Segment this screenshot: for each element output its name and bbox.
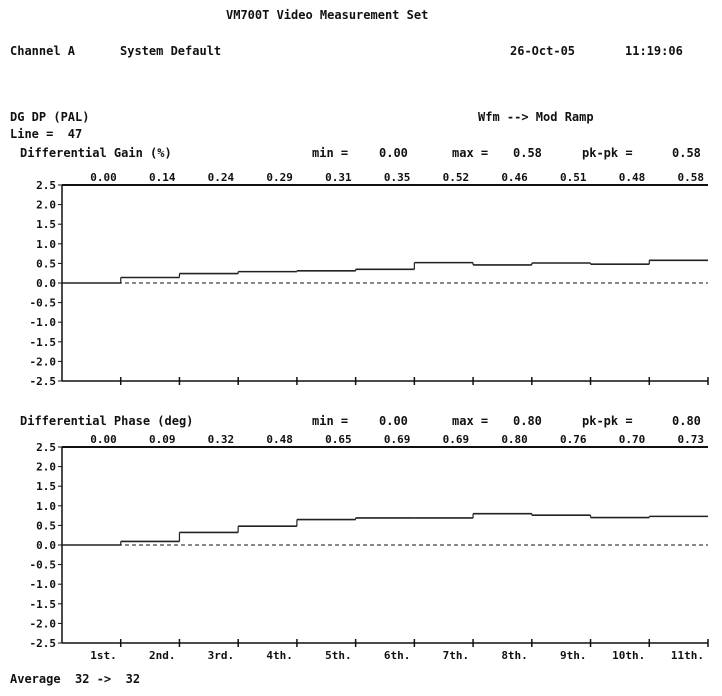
dp-value-label: 0.69 — [443, 433, 470, 446]
dg-title: Differential Gain (%) — [20, 146, 172, 160]
dp-ytick-label: 2.0 — [36, 461, 56, 474]
average-label: Average 32 -> 32 — [10, 672, 141, 686]
dg-ytick-label: 2.5 — [36, 179, 56, 192]
dp-ytick-label: 1.5 — [36, 480, 56, 493]
dp-category-label: 10th. — [612, 649, 645, 662]
dg-ytick-label: -2.0 — [30, 355, 57, 368]
dp-category-label: 2nd. — [149, 649, 176, 662]
time-label: 11:19:06 — [625, 44, 683, 58]
dg-pkpk-label: pk-pk = — [582, 146, 633, 160]
dg-value-label: 0.14 — [149, 171, 176, 184]
date-label: 26-Oct-05 — [510, 44, 576, 58]
dg-max-label: max = — [452, 146, 489, 160]
dp-category-label: 5th. — [325, 649, 352, 662]
dg-value-label: 0.24 — [208, 171, 235, 184]
dg-value-label: 0.51 — [560, 171, 587, 184]
dg-value-label: 0.29 — [266, 171, 293, 184]
dp-min-label: min = — [312, 414, 349, 428]
line-number: Line = 47 — [10, 127, 83, 141]
dp-ytick-label: -1.0 — [30, 578, 57, 591]
dg-value-label: 0.46 — [501, 171, 528, 184]
dp-ytick-label: -1.5 — [30, 598, 57, 611]
dg-pkpk-value: 0.58 — [672, 146, 701, 160]
dg-ytick-label: 2.0 — [36, 199, 56, 212]
waveform-label: Wfm --> Mod Ramp — [478, 110, 594, 124]
dp-ytick-label: -2.5 — [30, 637, 57, 650]
dg-value-label: 0.52 — [443, 171, 470, 184]
dg-value-label: 0.31 — [325, 171, 352, 184]
dp-value-label: 0.00 — [90, 433, 117, 446]
dp-value-label: 0.65 — [325, 433, 352, 446]
dg-ytick-label: -1.5 — [30, 336, 57, 349]
dp-max-value: 0.80 — [513, 414, 542, 428]
dp-title: Differential Phase (deg) — [20, 414, 194, 428]
dp-category-label: 8th. — [501, 649, 528, 662]
dp-value-label: 0.70 — [619, 433, 646, 446]
dg-ytick-label: -0.5 — [30, 297, 57, 310]
channel-label: Channel A — [10, 44, 76, 58]
dg-max-value: 0.58 — [513, 146, 542, 160]
dp-value-label: 0.48 — [266, 433, 293, 446]
dg-ytick-label: 1.0 — [36, 238, 56, 251]
dg-value-label: 0.00 — [90, 171, 117, 184]
dp-ytick-label: 2.5 — [36, 441, 56, 454]
dg-ytick-label: 0.0 — [36, 277, 56, 290]
dp-ytick-label: 0.0 — [36, 539, 56, 552]
dg-ytick-label: -1.0 — [30, 316, 57, 329]
dg-value-label: 0.48 — [619, 171, 646, 184]
dp-value-label: 0.73 — [678, 433, 705, 446]
dg-ytick-label: 0.5 — [36, 257, 56, 270]
dp-value-label: 0.09 — [149, 433, 176, 446]
dp-category-label: 11th. — [671, 649, 704, 662]
dp-value-label: 0.69 — [384, 433, 411, 446]
dg-value-label: 0.58 — [678, 171, 705, 184]
setup-label: System Default — [120, 44, 222, 58]
dp-ytick-label: 0.5 — [36, 519, 56, 532]
dp-pkpk-value: 0.80 — [672, 414, 701, 428]
dp-category-label: 9th. — [560, 649, 587, 662]
dp-pkpk-label: pk-pk = — [582, 414, 633, 428]
dp-category-label: 6th. — [384, 649, 411, 662]
dg-min-label: min = — [312, 146, 349, 160]
instrument-title: VM700T Video Measurement Set — [226, 8, 429, 22]
dp-min-value: 0.00 — [379, 414, 408, 428]
dg-ytick-label: 1.5 — [36, 218, 56, 231]
dp-ytick-label: -2.0 — [30, 617, 57, 630]
dg-min-value: 0.00 — [379, 146, 408, 160]
dp-category-label: 1st. — [90, 649, 117, 662]
dg-ytick-label: -2.5 — [30, 375, 57, 388]
measurement-name: DG DP (PAL) — [10, 110, 90, 124]
dp-value-label: 0.76 — [560, 433, 587, 446]
dp-max-label: max = — [452, 414, 489, 428]
dp-value-label: 0.80 — [501, 433, 528, 446]
dp-value-label: 0.32 — [208, 433, 235, 446]
dg-value-label: 0.35 — [384, 171, 411, 184]
dp-category-label: 7th. — [443, 649, 470, 662]
dp-category-label: 4th. — [266, 649, 293, 662]
dp-ytick-label: 1.0 — [36, 500, 56, 513]
dp-ytick-label: -0.5 — [30, 559, 57, 572]
dp-category-label: 3rd. — [208, 649, 235, 662]
